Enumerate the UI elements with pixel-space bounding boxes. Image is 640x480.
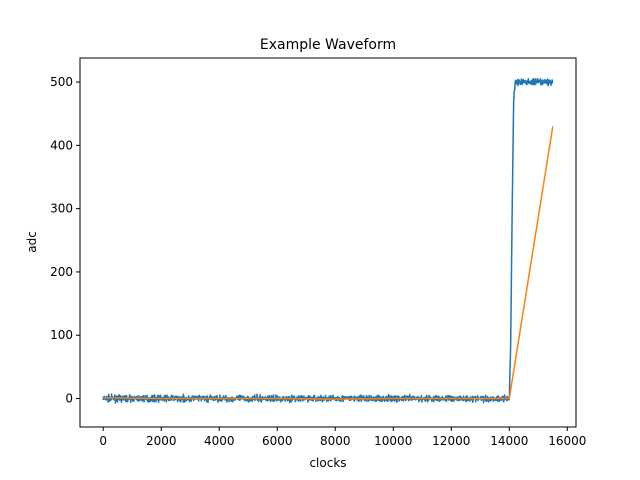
series-line-2 xyxy=(103,126,554,400)
y-axis-label: adc xyxy=(25,231,39,253)
y-tick-label: 100 xyxy=(50,328,73,342)
x-tick-label: 4000 xyxy=(204,434,235,448)
x-tick-label: 12000 xyxy=(432,434,470,448)
y-axis: 0 100 200 300 400 500 xyxy=(50,75,80,406)
x-tick-label: 14000 xyxy=(490,434,528,448)
x-tick-label: 2000 xyxy=(146,434,177,448)
y-tick-label: 200 xyxy=(50,265,73,279)
plot-area xyxy=(102,77,554,404)
plot-frame xyxy=(79,57,577,428)
chart-title: Example Waveform xyxy=(260,37,396,53)
x-tick-label: 6000 xyxy=(262,434,293,448)
x-tick-label: 16000 xyxy=(548,434,586,448)
x-tick-label: 0 xyxy=(99,434,107,448)
x-axis-label: clocks xyxy=(309,456,346,470)
x-tick-label: 8000 xyxy=(320,434,351,448)
x-tick-label: 10000 xyxy=(374,434,412,448)
y-tick-label: 400 xyxy=(50,138,73,152)
x-axis: 0 2000 4000 6000 8000 10000 12000 14000 16000 xyxy=(99,427,586,448)
y-tick-label: 300 xyxy=(50,202,73,216)
y-tick-label: 500 xyxy=(50,75,73,89)
series-line-1 xyxy=(102,77,554,404)
y-tick-label: 0 xyxy=(65,392,73,406)
